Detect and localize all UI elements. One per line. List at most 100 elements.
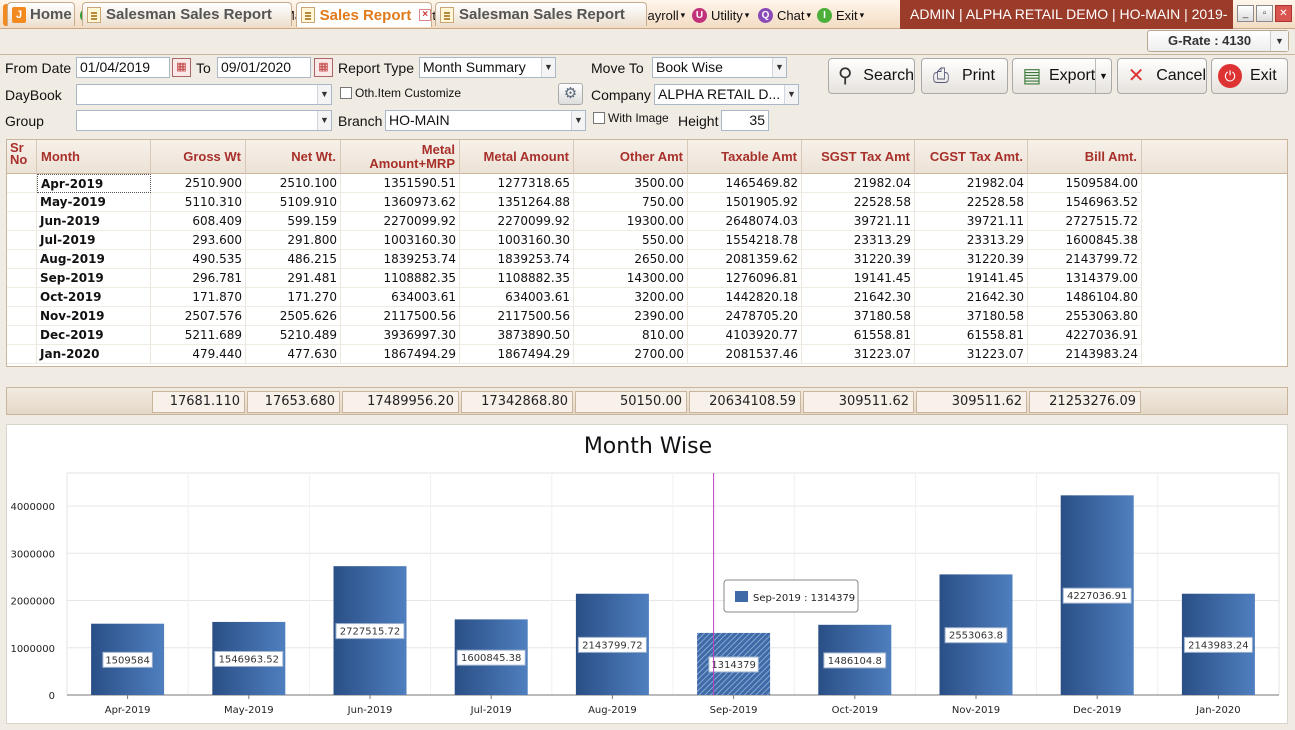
value-cell: 296.781 <box>151 269 246 288</box>
value-cell: 1554218.78 <box>688 231 802 250</box>
search-button[interactable]: ⚲ Search <box>828 58 915 94</box>
y-tick-label: 2000000 <box>10 597 55 608</box>
to-date-field[interactable]: 09/01/2020 <box>217 57 311 78</box>
value-cell: 1277318.65 <box>460 174 574 193</box>
x-tick-label: Oct-2019 <box>832 705 878 716</box>
value-cell: 291.481 <box>246 269 341 288</box>
header-metal-amount-mrp[interactable]: Metal Amount+MRP <box>341 140 460 174</box>
header-metal-amount[interactable]: Metal Amount <box>460 140 574 174</box>
with-image-checkbox[interactable] <box>593 112 605 124</box>
table-row[interactable]: Oct-2019 171.870 171.270 634003.61 634003.61… <box>7 288 1147 307</box>
header-bill-amt[interactable]: Bill Amt. <box>1028 140 1142 174</box>
value-cell: 23313.29 <box>915 231 1028 250</box>
total-cell: 50150.00 <box>575 391 687 413</box>
value-cell: 1509584.00 <box>1028 174 1142 193</box>
tab-close-icon[interactable]: × <box>419 9 431 21</box>
restore-button[interactable]: ▫ <box>1256 5 1273 22</box>
month-cell: Jun-2019 <box>37 212 151 231</box>
sr-no-cell <box>7 212 37 231</box>
value-cell: 22528.58 <box>802 193 915 212</box>
header-sgst-tax-amt[interactable]: SGST Tax Amt <box>802 140 915 174</box>
menu-chat[interactable]: Q Chat ▾ <box>758 6 811 24</box>
move-to-select[interactable]: Book Wise ▼ <box>652 57 787 78</box>
value-cell: 2270099.92 <box>341 212 460 231</box>
group-select[interactable]: ▼ <box>76 110 332 131</box>
table-row[interactable]: Nov-2019 2507.576 2505.626 2117500.56 211750… <box>7 307 1147 326</box>
table-row[interactable]: May-2019 5110.310 5109.910 1360973.62 135126… <box>7 193 1147 212</box>
value-cell: 477.630 <box>246 345 341 364</box>
value-cell: 4227036.91 <box>1028 326 1142 345</box>
tab-home[interactable]: J Home <box>7 2 75 26</box>
table-row[interactable]: Jul-2019 293.600 291.800 1003160.30 1003160.… <box>7 231 1147 250</box>
tooltip-swatch <box>735 591 748 602</box>
header-sr-no[interactable]: Sr No <box>7 140 37 174</box>
table-row[interactable]: Apr-2019 2510.900 2510.100 1351590.51 127731… <box>7 174 1147 193</box>
height-field[interactable]: 35 <box>721 110 769 131</box>
gear-icon[interactable]: ⚙ <box>558 83 583 105</box>
data-label-box <box>1183 636 1253 653</box>
daybook-select[interactable]: ▼ <box>76 84 332 105</box>
calendar-icon[interactable]: ▦ <box>172 58 191 77</box>
month-cell: Sep-2019 <box>37 269 151 288</box>
close-button[interactable]: ✕ <box>1275 5 1292 22</box>
tooltip-box <box>723 579 859 613</box>
exit-button[interactable]: ⏻ Exit <box>1211 58 1288 94</box>
table-row[interactable]: Jan-2020 479.440 477.630 1867494.29 1867494.… <box>7 345 1147 364</box>
export-button[interactable]: ▤ Export ▼ <box>1012 58 1112 94</box>
table-row[interactable]: Aug-2019 490.535 486.215 1839253.74 1839253.… <box>7 250 1147 269</box>
header-month[interactable]: Month <box>37 140 151 174</box>
header-taxable-amt[interactable]: Taxable Amt <box>688 140 802 174</box>
branch-select[interactable]: HO-MAIN ▼ <box>385 110 586 131</box>
header-other-amt[interactable]: Other Amt <box>574 140 688 174</box>
g-rate-dropdown[interactable]: G-Rate : 4130 ▼ <box>1147 30 1289 52</box>
x-tick-label: Sep-2019 <box>710 705 758 716</box>
total-cell: 20634108.59 <box>689 391 801 413</box>
from-date-field[interactable]: 01/04/2019 <box>76 57 170 78</box>
chart-panel: Month Wise 0 1000000 2000000 3000000 4000000 A… <box>6 424 1288 724</box>
print-label: Print <box>962 67 995 84</box>
report-type-select[interactable]: Month Summary ▼ <box>419 57 556 78</box>
table-row[interactable]: Jun-2019 608.409 599.159 2270099.92 2270099.… <box>7 212 1147 231</box>
tab-salesman-sales-report-2[interactable]: Salesman Sales Report <box>435 2 647 26</box>
x-tick-label: Nov-2019 <box>952 705 1000 716</box>
total-cell: 17489956.20 <box>342 391 459 413</box>
company-select[interactable]: ALPHA RETAIL D... ▼ <box>654 84 799 105</box>
value-cell: 1839253.74 <box>460 250 574 269</box>
tooltip-text: Sep-2019 : 1314379 <box>753 593 855 604</box>
cancel-button[interactable]: ✕ Cancel <box>1117 58 1207 94</box>
total-cell: 17342868.80 <box>461 391 573 413</box>
total-cell: 17653.680 <box>247 391 340 413</box>
menu-exit[interactable]: I Exit ▾ <box>817 6 864 24</box>
calendar-icon[interactable]: ▦ <box>314 58 333 77</box>
value-cell: 2478705.20 <box>688 307 802 326</box>
value-cell: 2553063.80 <box>1028 307 1142 326</box>
sr-no-cell <box>7 269 37 288</box>
value-cell: 31223.07 <box>915 345 1028 364</box>
header-gross-wt[interactable]: Gross Wt <box>151 140 246 174</box>
header-cgst-tax-amt[interactable]: CGST Tax Amt. <box>915 140 1028 174</box>
data-label: 1314379 <box>711 660 756 671</box>
chevron-down-icon: ▼ <box>1270 31 1288 51</box>
table-row[interactable]: Sep-2019 296.781 291.481 1108882.35 1108882.… <box>7 269 1147 288</box>
oth-item-customize-checkbox[interactable] <box>340 87 352 99</box>
exit-icon: I <box>817 7 832 23</box>
value-cell: 2390.00 <box>574 307 688 326</box>
table-row[interactable]: Dec-2019 5211.689 5210.489 3936997.30 387389… <box>7 326 1147 345</box>
tab-sales-report[interactable]: Sales Report × <box>296 2 432 27</box>
value-cell: 2650.00 <box>574 250 688 269</box>
chevron-down-icon[interactable]: ▼ <box>1095 59 1111 93</box>
menu-utility[interactable]: U Utility ▾ <box>692 6 749 24</box>
header-net-wt[interactable]: Net Wt. <box>246 140 341 174</box>
value-cell: 39721.11 <box>802 212 915 231</box>
value-cell: 608.409 <box>151 212 246 231</box>
data-label-box <box>708 656 759 673</box>
minimize-button[interactable]: _ <box>1237 5 1254 22</box>
print-button[interactable]: ⎙ Print <box>921 58 1008 94</box>
x-tick-label: Dec-2019 <box>1073 705 1121 716</box>
value-cell: 1839253.74 <box>341 250 460 269</box>
y-tick-label: 1000000 <box>10 644 55 655</box>
y-tick-label: 4000000 <box>10 502 55 513</box>
value-cell: 1003160.30 <box>341 231 460 250</box>
value-cell: 1867494.29 <box>460 345 574 364</box>
tab-salesman-sales-report-1[interactable]: Salesman Sales Report <box>82 2 292 26</box>
